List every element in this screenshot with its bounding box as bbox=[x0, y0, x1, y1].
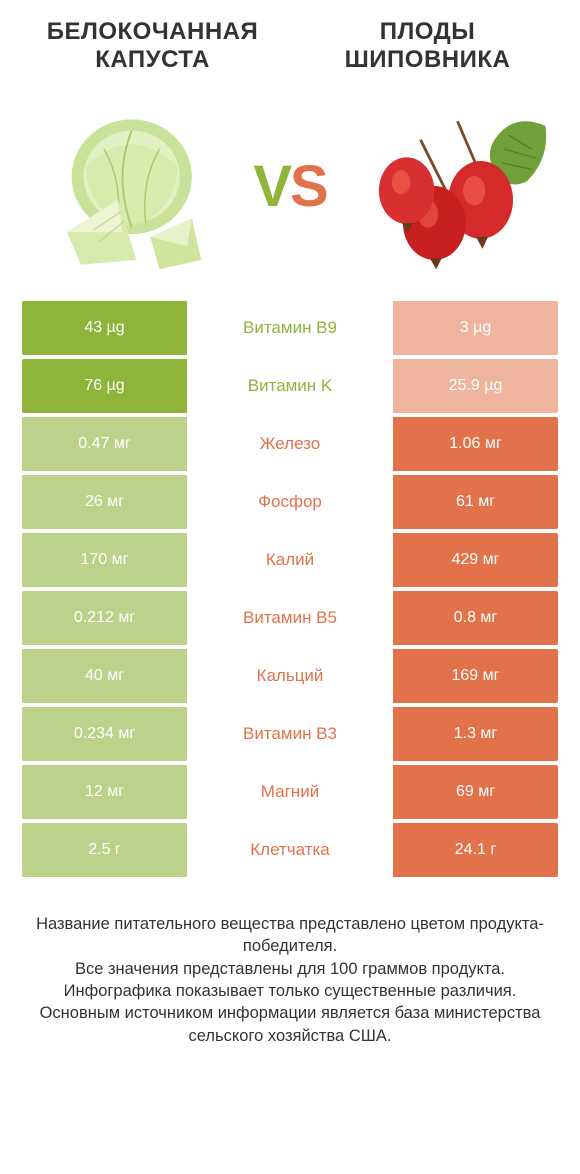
nutrient-label: Витамин B9 bbox=[187, 301, 393, 355]
cabbage-icon bbox=[30, 91, 215, 281]
images-row: VS bbox=[0, 81, 580, 301]
nutrient-label: Витамин B3 bbox=[187, 707, 393, 761]
table-row: 76 µgВитамин K25.9 µg bbox=[22, 359, 558, 413]
right-value: 429 мг bbox=[393, 533, 558, 587]
left-value: 12 мг bbox=[22, 765, 187, 819]
right-value: 1.06 мг bbox=[393, 417, 558, 471]
right-value: 61 мг bbox=[393, 475, 558, 529]
nutrient-label: Витамин K bbox=[187, 359, 393, 413]
nutrient-label: Железо bbox=[187, 417, 393, 471]
footer-line: Все значения представлены для 100 граммо… bbox=[28, 958, 552, 980]
left-value: 26 мг bbox=[22, 475, 187, 529]
left-value: 2.5 г bbox=[22, 823, 187, 877]
right-value: 3 µg bbox=[393, 301, 558, 355]
right-value: 24.1 г bbox=[393, 823, 558, 877]
header: БЕЛОКОЧАННАЯ КАПУСТА ПЛОДЫ ШИПОВНИКА bbox=[0, 0, 580, 81]
left-value: 76 µg bbox=[22, 359, 187, 413]
nutrient-label: Витамин B5 bbox=[187, 591, 393, 645]
footer-line: Основным источником информации является … bbox=[28, 1002, 552, 1047]
rosehip-icon bbox=[365, 91, 550, 281]
nutrient-label: Калий bbox=[187, 533, 393, 587]
right-value: 69 мг bbox=[393, 765, 558, 819]
right-food-image bbox=[365, 91, 550, 281]
table-row: 0.234 мгВитамин B31.3 мг bbox=[22, 707, 558, 761]
vs-label: VS bbox=[253, 153, 326, 220]
left-value: 0.212 мг bbox=[22, 591, 187, 645]
left-food-image bbox=[30, 91, 215, 281]
table-row: 170 мгКалий429 мг bbox=[22, 533, 558, 587]
table-row: 26 мгФосфор61 мг bbox=[22, 475, 558, 529]
vs-v-letter: V bbox=[253, 154, 290, 219]
nutrient-label: Клетчатка bbox=[187, 823, 393, 877]
comparison-table: 43 µgВитамин B93 µg76 µgВитамин K25.9 µg… bbox=[0, 301, 580, 881]
footer-notes: Название питательного вещества представл… bbox=[0, 881, 580, 1047]
left-value: 40 мг bbox=[22, 649, 187, 703]
footer-line: Инфографика показывает только существенн… bbox=[28, 980, 552, 1002]
nutrient-label: Кальций bbox=[187, 649, 393, 703]
left-value: 43 µg bbox=[22, 301, 187, 355]
left-food-title: БЕЛОКОЧАННАЯ КАПУСТА bbox=[30, 18, 275, 73]
table-row: 12 мгМагний69 мг bbox=[22, 765, 558, 819]
right-value: 0.8 мг bbox=[393, 591, 558, 645]
left-value: 170 мг bbox=[22, 533, 187, 587]
nutrient-label: Фосфор bbox=[187, 475, 393, 529]
infographic-container: БЕЛОКОЧАННАЯ КАПУСТА ПЛОДЫ ШИПОВНИКА VS bbox=[0, 0, 580, 1174]
table-row: 43 µgВитамин B93 µg bbox=[22, 301, 558, 355]
footer-line: Название питательного вещества представл… bbox=[28, 913, 552, 958]
vs-s-letter: S bbox=[290, 154, 327, 219]
table-row: 0.47 мгЖелезо1.06 мг bbox=[22, 417, 558, 471]
right-value: 169 мг bbox=[393, 649, 558, 703]
right-value: 1.3 мг bbox=[393, 707, 558, 761]
table-row: 2.5 гКлетчатка24.1 г bbox=[22, 823, 558, 877]
right-value: 25.9 µg bbox=[393, 359, 558, 413]
nutrient-label: Магний bbox=[187, 765, 393, 819]
table-row: 0.212 мгВитамин B50.8 мг bbox=[22, 591, 558, 645]
table-row: 40 мгКальций169 мг bbox=[22, 649, 558, 703]
left-value: 0.47 мг bbox=[22, 417, 187, 471]
left-value: 0.234 мг bbox=[22, 707, 187, 761]
right-food-title: ПЛОДЫ ШИПОВНИКА bbox=[305, 18, 550, 73]
